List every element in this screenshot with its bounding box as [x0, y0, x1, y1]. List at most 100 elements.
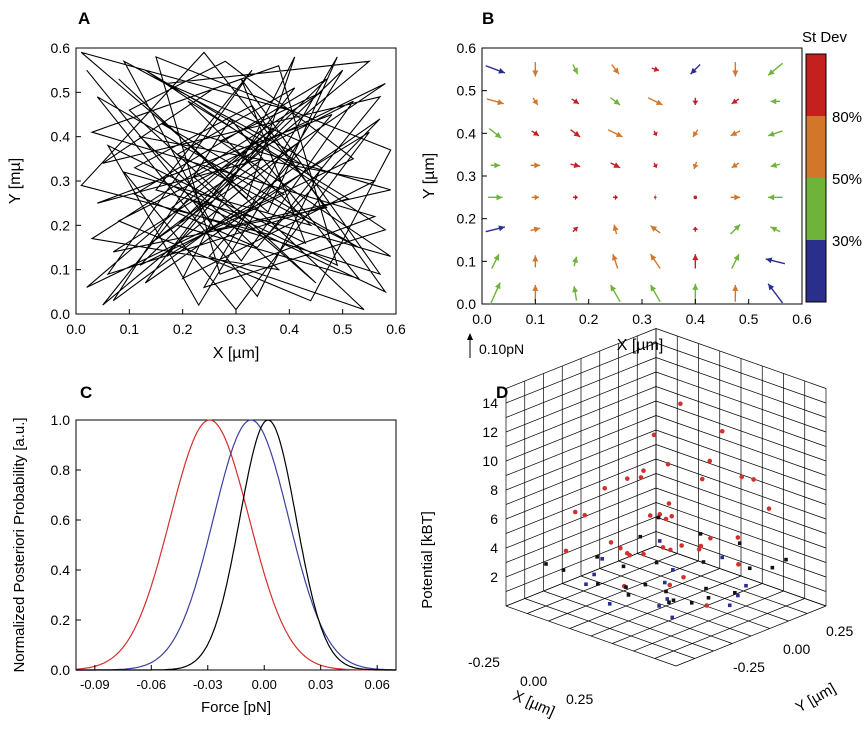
potential-point	[704, 586, 708, 591]
panel-a-trajectory	[80, 51, 392, 311]
x-tick-label: 0.3	[226, 321, 246, 337]
floor-grid-line	[562, 583, 733, 644]
x-tick-label: 0.1	[526, 311, 546, 327]
potential-point	[657, 512, 663, 517]
potential-point	[699, 476, 705, 482]
vector-arrow-head	[652, 163, 658, 168]
colorbar-label: 50%	[832, 171, 862, 188]
panel-label-c: C	[80, 383, 92, 402]
potential-point	[662, 580, 667, 585]
x-tick-label: -0.03	[193, 677, 223, 692]
y-tick-label: 0.2	[51, 217, 71, 233]
vector-arrow-head	[614, 194, 618, 201]
vector-arrow	[693, 195, 698, 200]
potential-point	[563, 548, 569, 554]
floor-grid-line	[543, 590, 714, 652]
potential-point	[607, 602, 612, 606]
panel-b-ylabel: Y [µm]	[421, 153, 438, 199]
vector-arrow-head	[572, 286, 579, 293]
vector-arrow-head	[533, 226, 541, 233]
panel-c-xlabel: Force [pN]	[201, 699, 271, 716]
potential-point	[660, 545, 666, 550]
panel-b: 0.0 0.1 0.2 0.3 0.4 0.5 0.6 0.0 0.1 0.2 0.3 0.4 0.5 0…	[421, 29, 862, 358]
z-tick-label: 10	[482, 453, 498, 469]
potential-point	[665, 462, 671, 467]
x-tick-label: -0.09	[80, 677, 110, 692]
gaussian-curve	[76, 419, 396, 671]
y-tick-label: 0.8	[51, 462, 71, 478]
potential-point	[624, 476, 630, 481]
potential-point	[671, 598, 676, 603]
panel-d-zlabel: Potential [kBT]	[419, 511, 436, 609]
potential-point	[701, 560, 706, 564]
floor-grid-line	[505, 605, 677, 667]
potential-point	[747, 566, 752, 571]
x-tick-label: 0.5	[739, 311, 759, 327]
vector-arrow-head	[532, 98, 538, 105]
potential-point	[608, 540, 614, 545]
vector-arrow-head	[498, 225, 505, 232]
potential-point	[668, 547, 673, 553]
vector-arrow-head	[653, 66, 659, 72]
potential-point	[656, 515, 661, 520]
vector-arrow-head	[572, 98, 579, 104]
potential-point	[592, 572, 596, 577]
y-tick-label: 0.0	[51, 306, 71, 322]
vector-arrow-head	[572, 226, 578, 232]
vector-arrow-head	[768, 194, 775, 201]
potential-point	[600, 557, 605, 561]
colorbar-label: 30%	[832, 233, 862, 250]
potential-point	[667, 582, 673, 588]
potential-point	[665, 597, 670, 601]
potential-point	[595, 555, 599, 559]
potential-point	[751, 477, 756, 482]
vector-arrow-head	[770, 98, 777, 105]
x-tick-label: 0.2	[579, 311, 599, 327]
y-tick-label: 0.3	[457, 168, 477, 184]
vector-arrow-head	[650, 284, 657, 292]
panel-label-b: B	[482, 9, 494, 28]
vector-arrow-head	[654, 194, 656, 201]
potential-point	[669, 514, 675, 519]
vector-arrow-head	[497, 99, 504, 105]
y-tick-label: 0.2	[51, 612, 71, 628]
x-tick-label: -0.25	[468, 654, 500, 670]
colorbar-segment	[806, 116, 826, 178]
x-tick-label: 0.06	[365, 677, 390, 692]
vector-arrow-head	[732, 284, 739, 291]
panel-c: -0.09 -0.06 -0.03 0.00 0.03 0.06 0.0 0.2 0.4 0.6 0…	[11, 412, 397, 716]
panel-a-xlabel: X [µm]	[213, 345, 260, 362]
x-tick-label: 0.4	[686, 311, 706, 327]
potential-point	[657, 604, 661, 608]
y-tick-label: 0.0	[51, 662, 71, 678]
y-tick-label: 0.4	[51, 129, 71, 145]
vector-arrow-head	[498, 68, 505, 74]
vector-arrow-head	[730, 130, 738, 136]
panel-d-grid	[505, 328, 827, 667]
potential-point	[679, 543, 684, 548]
z-tick-label: 12	[482, 424, 498, 440]
colorbar-label: 80%	[832, 109, 862, 126]
panel-d-xlabel: X [µm]	[510, 687, 557, 720]
vector-arrow-head	[494, 162, 501, 169]
vector-arrow-head	[692, 130, 699, 137]
potential-point	[735, 535, 741, 540]
potential-point	[596, 582, 600, 586]
floor-grid-line	[590, 575, 742, 637]
panel-b-vectors	[485, 62, 786, 305]
panel-d-points	[544, 401, 788, 620]
y-tick-label: -0.25	[733, 659, 765, 675]
y-tick-label: 0.6	[51, 512, 71, 528]
potential-point	[698, 543, 704, 549]
panel-b-colorbar: 80% 50% 30%	[805, 53, 862, 303]
vector-arrow-head	[494, 132, 502, 139]
vector-arrow-head	[612, 67, 619, 75]
potential-point	[667, 600, 671, 605]
potential-point	[624, 550, 630, 556]
x-tick-label: 0.03	[308, 677, 333, 692]
potential-point	[704, 603, 710, 608]
colorbar-segment	[806, 178, 826, 240]
potential-point	[784, 557, 788, 562]
potential-point	[770, 565, 775, 570]
